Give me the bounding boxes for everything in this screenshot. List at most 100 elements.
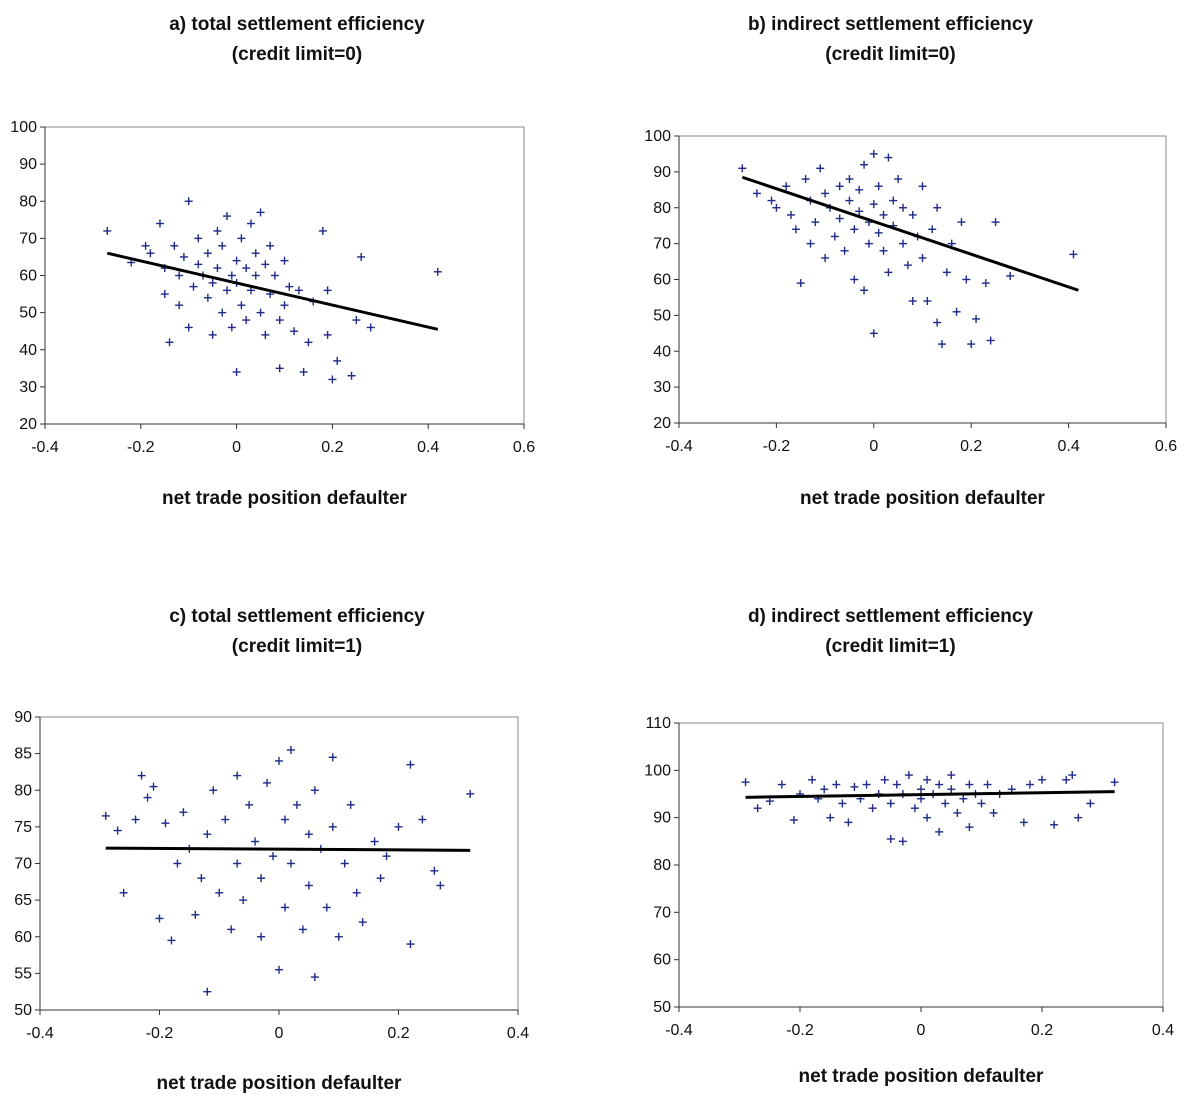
data-point (376, 874, 385, 883)
data-point (880, 775, 889, 784)
y-tick-label: 100 (10, 119, 37, 136)
data-point (357, 252, 366, 261)
data-point (430, 866, 439, 875)
chart-panel-c: c) total settlement efficiency (credit l… (0, 595, 594, 1100)
data-point (941, 799, 950, 808)
data-point (899, 239, 908, 248)
data-point (233, 859, 242, 868)
data-point (801, 175, 810, 184)
data-point (242, 316, 251, 325)
data-point (989, 808, 998, 817)
data-point (874, 182, 883, 191)
data-point (850, 782, 859, 791)
data-point (808, 775, 817, 784)
data-point (280, 815, 289, 824)
chart-title-line-1: b) indirect settlement efficiency (747, 14, 1034, 35)
data-point (933, 318, 942, 327)
data-point (845, 175, 854, 184)
data-point (257, 932, 266, 941)
data-point (263, 778, 272, 787)
chart-panel-a: a) total settlement efficiency (credit l… (0, 0, 594, 540)
data-point (860, 286, 869, 295)
data-point (286, 745, 295, 754)
data-point (947, 785, 956, 794)
data-point (292, 800, 301, 809)
data-point (256, 308, 265, 317)
data-point (406, 940, 415, 949)
data-point (874, 228, 883, 237)
y-tick-label: 40 (19, 342, 37, 359)
data-point (298, 925, 307, 934)
y-tick-label: 90 (653, 810, 671, 827)
x-axis-label: net trade position defaulter (156, 1073, 402, 1094)
x-tick-label: -0.2 (146, 1025, 174, 1042)
y-tick-label: 65 (14, 892, 32, 909)
x-tick-label: 0.6 (1155, 438, 1177, 455)
chart-title: c) total settlement efficiency (credit l… (0, 602, 594, 662)
data-point (855, 185, 864, 194)
data-point (889, 196, 898, 205)
data-point (767, 196, 776, 205)
data-point (167, 936, 176, 945)
data-point (270, 271, 279, 280)
data-point (347, 371, 356, 380)
y-tick-label: 30 (19, 379, 37, 396)
data-point (918, 182, 927, 191)
data-point (1110, 778, 1119, 787)
data-point (862, 780, 871, 789)
data-point (203, 830, 212, 839)
data-point (184, 323, 193, 332)
data-point (879, 210, 888, 219)
data-point (232, 256, 241, 265)
data-point (366, 323, 375, 332)
data-point (838, 799, 847, 808)
data-point (208, 330, 217, 339)
data-point (334, 932, 343, 941)
y-tick-label: 110 (645, 715, 671, 732)
data-point (962, 275, 971, 284)
data-point (869, 200, 878, 209)
plot-area (44, 126, 525, 425)
chart-title: d) indirect settlement efficiency (credi… (594, 602, 1187, 662)
data-point (899, 203, 908, 212)
data-point (266, 241, 275, 250)
data-point (256, 208, 265, 217)
data-point (466, 789, 475, 798)
data-point (261, 260, 270, 269)
chart-title-line-1: a) total settlement efficiency (169, 14, 425, 35)
data-point (1086, 799, 1095, 808)
data-point (406, 760, 415, 769)
data-point (280, 903, 289, 912)
chart-title-line-2: (credit limit=0) (825, 44, 956, 65)
data-point (304, 830, 313, 839)
data-point (796, 279, 805, 288)
x-tick-label: 0.4 (1057, 438, 1079, 455)
data-point (923, 775, 932, 784)
data-point (304, 338, 313, 347)
x-tick-label: 0 (917, 1022, 926, 1039)
data-point (868, 804, 877, 813)
data-point (239, 896, 248, 905)
data-point (119, 888, 128, 897)
data-point (197, 874, 206, 883)
data-point (269, 852, 278, 861)
data-point (215, 888, 224, 897)
data-point (918, 253, 927, 262)
y-tick-label: 60 (653, 952, 671, 969)
data-point (261, 330, 270, 339)
y-tick-label: 60 (653, 272, 671, 289)
data-point (175, 271, 184, 280)
y-tick-label: 40 (653, 343, 671, 360)
data-point (892, 780, 901, 789)
data-point (787, 210, 796, 219)
data-point (221, 815, 230, 824)
x-tick-label: 0.4 (507, 1025, 529, 1042)
data-point (209, 786, 218, 795)
data-point (223, 212, 232, 221)
data-point (908, 210, 917, 219)
data-point (835, 182, 844, 191)
x-tick-label: -0.4 (665, 438, 693, 455)
data-point (981, 279, 990, 288)
data-point (179, 808, 188, 817)
data-point (845, 196, 854, 205)
